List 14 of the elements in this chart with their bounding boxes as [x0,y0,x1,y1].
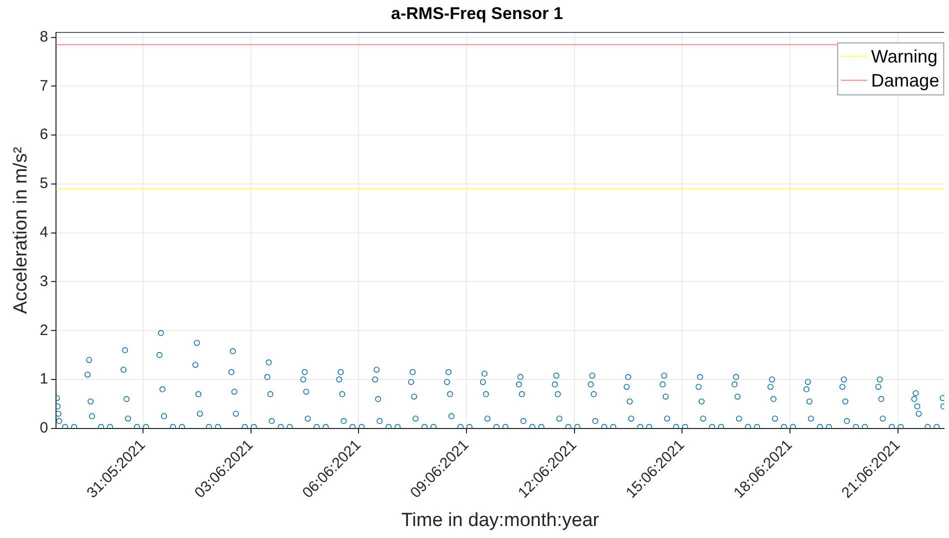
y-tick-label: 4 [40,224,48,241]
y-tick-label: 0 [40,420,48,437]
y-tick-label: 2 [40,322,48,339]
y-tick-label: 6 [40,126,48,144]
x-axis-title: Time in day:month:year [401,510,600,531]
y-tick-label: 1 [40,370,48,388]
y-axis-title: Acceleration in m/s² [10,146,32,314]
chart-title: a-RMS-Freq Sensor 1 [391,4,563,23]
y-tick-label: 5 [40,175,48,192]
legend-label: Warning [871,46,938,66]
y-tick-label: 8 [40,28,48,46]
y-tick-label: 7 [40,77,48,94]
legend-label: Damage [871,70,940,90]
y-tick-label: 3 [40,272,48,290]
